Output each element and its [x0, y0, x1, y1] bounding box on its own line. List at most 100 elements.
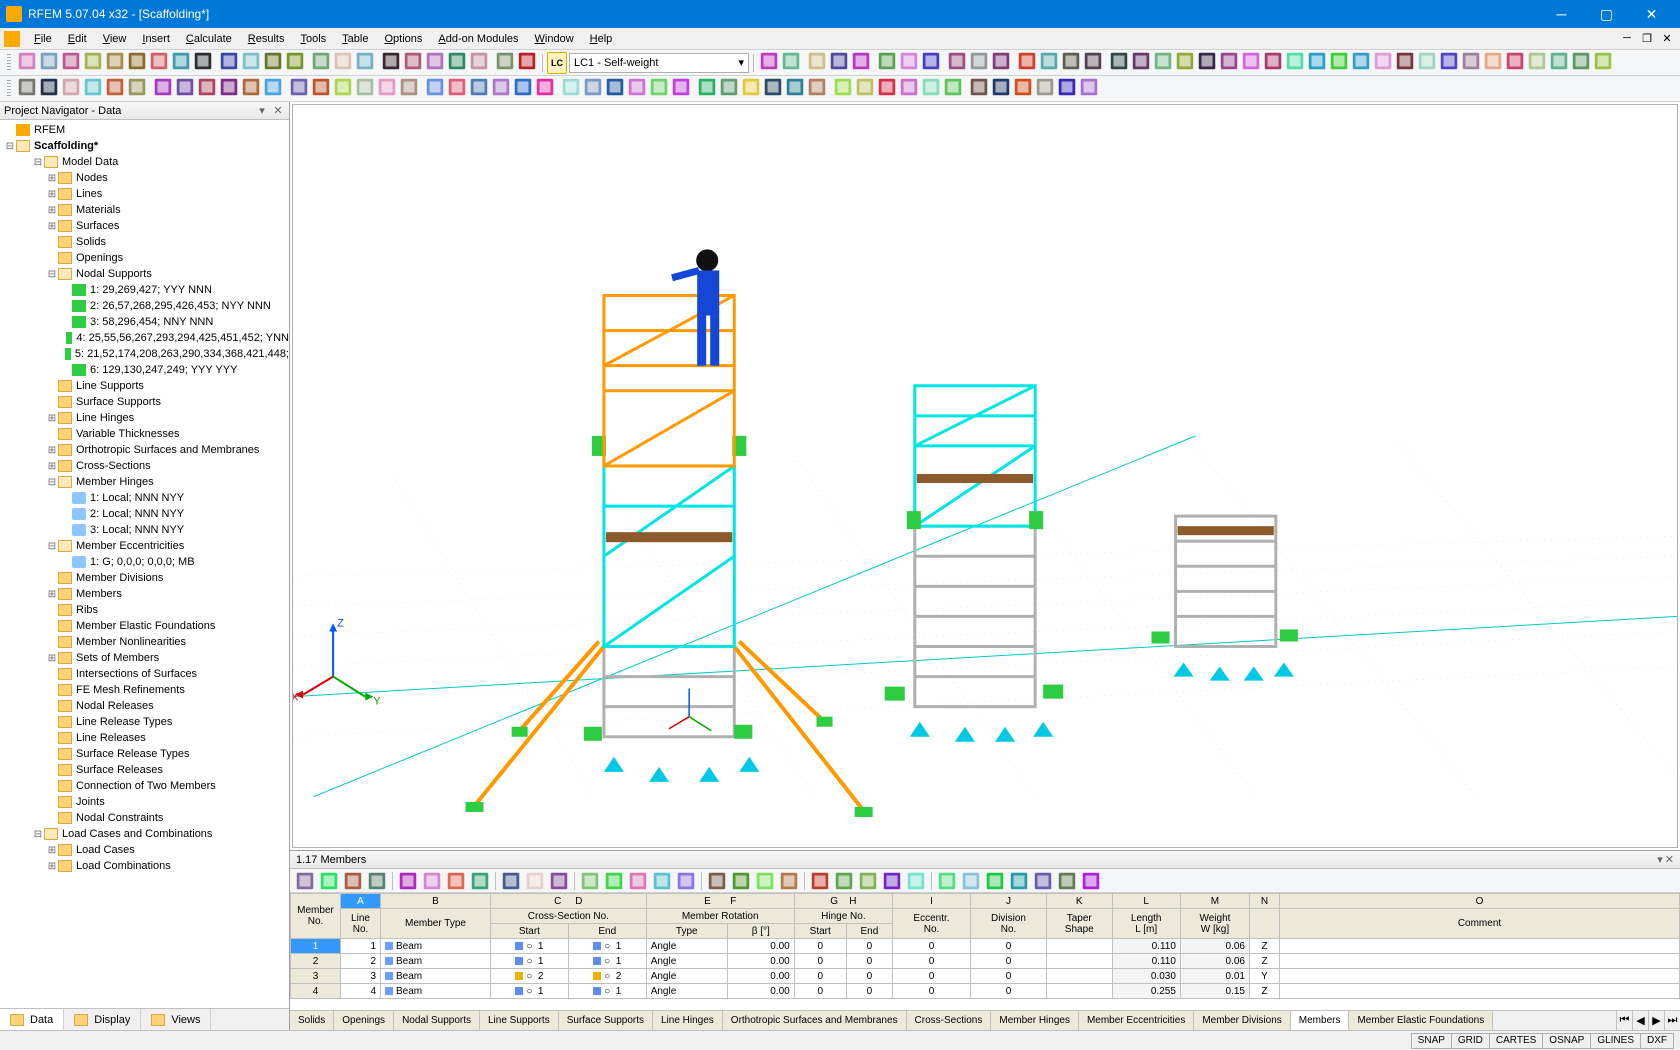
toolbar-view-icon[interactable]	[354, 50, 376, 72]
table-tab-member-elastic-foundations[interactable]: Member Elastic Foundations	[1349, 1011, 1493, 1030]
menu-file[interactable]: File	[26, 33, 60, 45]
status-osnap[interactable]: OSNAP	[1542, 1033, 1591, 1049]
toolbar-shade-icon[interactable]	[990, 50, 1012, 72]
toolbar2-btn-19[interactable]	[398, 76, 420, 98]
tree-item-member-elastic-foundations[interactable]: Member Elastic Foundations	[0, 618, 289, 634]
table-toolbar-btn-6[interactable]	[445, 870, 467, 892]
tree-item-line-hinges[interactable]: ⊞Line Hinges	[0, 410, 289, 426]
tree-item-member-divisions[interactable]: Member Divisions	[0, 570, 289, 586]
table-toolbar-btn-28[interactable]	[1008, 870, 1030, 892]
toolbar2-btn-39[interactable]	[784, 76, 806, 98]
toolbar2-btn-52[interactable]	[1034, 76, 1056, 98]
tree-item-5-21-52-174-208-263-290-334-36[interactable]: 5: 21,52,174,208,263,290,334,368,421,448…	[0, 346, 289, 362]
toolbar2-btn-53[interactable]	[1056, 76, 1078, 98]
toolbar-deform-icon[interactable]	[828, 50, 850, 72]
tree-item-lines[interactable]: ⊞Lines	[0, 186, 289, 202]
tree-item-load-cases[interactable]: ⊞Load Cases	[0, 842, 289, 858]
tree-item-ribs[interactable]: Ribs	[0, 602, 289, 618]
tree-item-member-nonlinearities[interactable]: Member Nonlinearities	[0, 634, 289, 650]
toolbar-i-icon[interactable]	[1284, 50, 1306, 72]
toolbar-prev-icon[interactable]	[758, 50, 780, 72]
tree-item-cross-sections[interactable]: ⊞Cross-Sections	[0, 458, 289, 474]
toolbar-render-icon[interactable]	[946, 50, 968, 72]
toolbar-p-icon[interactable]	[1438, 50, 1460, 72]
mdi-restore-icon[interactable]: ❐	[1638, 32, 1656, 45]
toolbar-new-icon[interactable]	[16, 50, 38, 72]
maximize-button[interactable]: ▢	[1584, 0, 1629, 28]
nav-tab-display[interactable]: Display	[64, 1009, 141, 1030]
toolbar-open-icon[interactable]	[38, 50, 60, 72]
toolbar2-btn-15[interactable]	[310, 76, 332, 98]
navigator-tree[interactable]: RFEM⊟Scaffolding*⊟Model Data⊞Nodes⊞Lines…	[0, 120, 289, 1008]
table-toolbar-btn-19[interactable]	[778, 870, 800, 892]
toolbar-copy-icon[interactable]	[170, 50, 192, 72]
tree-item-orthotropic-surfaces-and-membr[interactable]: ⊞Orthotropic Surfaces and Membranes	[0, 442, 289, 458]
toolbar-line-icon[interactable]	[402, 50, 424, 72]
toolbar-q-icon[interactable]	[1460, 50, 1482, 72]
toolbar2-btn-5[interactable]	[126, 76, 148, 98]
tree-expander[interactable]: ⊞	[46, 445, 58, 456]
table-tab-line-supports[interactable]: Line Supports	[480, 1011, 559, 1030]
toolbar-next-icon[interactable]	[780, 50, 802, 72]
table-toolbar-btn-1[interactable]	[318, 870, 340, 892]
tree-item-nodal-supports[interactable]: ⊟Nodal Supports	[0, 266, 289, 282]
status-dxf[interactable]: DXF	[1640, 1033, 1674, 1049]
toolbar2-btn-46[interactable]	[920, 76, 942, 98]
tree-item-member-hinges[interactable]: ⊟Member Hinges	[0, 474, 289, 490]
tree-item-1-29-269-427-yyy-nnn[interactable]: 1: 29,269,427; YYY NNN	[0, 282, 289, 298]
toolbar-hide-icon[interactable]	[1082, 50, 1104, 72]
close-button[interactable]: ✕	[1629, 0, 1674, 28]
toolbar-values-icon[interactable]	[898, 50, 920, 72]
menu-results[interactable]: Results	[240, 33, 293, 45]
toolbar-grip[interactable]	[7, 54, 11, 72]
toolbar-e-icon[interactable]	[1196, 50, 1218, 72]
table-toolbar-btn-22[interactable]	[857, 870, 879, 892]
tree-expander[interactable]: ⊞	[46, 589, 58, 600]
toolbar-a-icon[interactable]	[1108, 50, 1130, 72]
tree-item-openings[interactable]: Openings	[0, 250, 289, 266]
table-tab-orthotropic-surfaces-and-membranes[interactable]: Orthotropic Surfaces and Membranes	[723, 1011, 907, 1030]
tree-item-members[interactable]: ⊞Members	[0, 586, 289, 602]
tree-item-4-25-55-56-267-293-294-425-451[interactable]: 4: 25,55,56,267,293,294,425,451,452; YNN	[0, 330, 289, 346]
tree-item-surface-supports[interactable]: Surface Supports	[0, 394, 289, 410]
tree-item-2-26-57-268-295-426-453-nyy-nn[interactable]: 2: 26,57,268,295,426,453; NYY NNN	[0, 298, 289, 314]
tree-item-model-data[interactable]: ⊟Model Data	[0, 154, 289, 170]
table-tab-line-hinges[interactable]: Line Hinges	[653, 1011, 723, 1030]
table-toolbar-btn-2[interactable]	[342, 870, 364, 892]
toolbar2-btn-3[interactable]	[82, 76, 104, 98]
table-toolbar-btn-14[interactable]	[651, 870, 673, 892]
table-tab-members[interactable]: Members	[1291, 1011, 1350, 1030]
tree-item-nodal-constraints[interactable]: Nodal Constraints	[0, 810, 289, 826]
table-toolbar-btn-15[interactable]	[675, 870, 697, 892]
menu-add-on-modules[interactable]: Add-on Modules	[430, 33, 526, 45]
tree-expander[interactable]: ⊞	[46, 653, 58, 664]
table-toolbar-btn-8[interactable]	[500, 870, 522, 892]
tree-project[interactable]: ⊟Scaffolding*	[0, 138, 289, 154]
tree-item-1-g-0-0-0-0-0-0-mb[interactable]: 1: G; 0,0,0; 0,0,0; MB	[0, 554, 289, 570]
tree-expander[interactable]: ⊟	[4, 141, 16, 152]
table-tab-member-divisions[interactable]: Member Divisions	[1194, 1011, 1290, 1030]
tree-item-materials[interactable]: ⊞Materials	[0, 202, 289, 218]
toolbar2-btn-8[interactable]	[174, 76, 196, 98]
toolbar-s-icon[interactable]	[1504, 50, 1526, 72]
mdi-close-icon[interactable]: ✕	[1658, 32, 1676, 45]
toolbar-section-icon[interactable]	[494, 50, 516, 72]
toolbar-r-icon[interactable]	[1482, 50, 1504, 72]
toolbar-diagram-icon[interactable]	[876, 50, 898, 72]
table-toolbar-btn-5[interactable]	[421, 870, 443, 892]
tree-item-solids[interactable]: Solids	[0, 234, 289, 250]
table-toolbar-btn-20[interactable]	[809, 870, 831, 892]
tree-item-load-combinations[interactable]: ⊞Load Combinations	[0, 858, 289, 874]
toolbar-stress-icon[interactable]	[850, 50, 872, 72]
toolbar2-btn-49[interactable]	[968, 76, 990, 98]
table-tab-nav[interactable]: ⏭	[1664, 1011, 1680, 1030]
tree-item-line-supports[interactable]: Line Supports	[0, 378, 289, 394]
toolbar2-btn-7[interactable]	[152, 76, 174, 98]
tree-expander[interactable]: ⊟	[46, 541, 58, 552]
table-toolbar-btn-10[interactable]	[548, 870, 570, 892]
toolbar-m-icon[interactable]	[1372, 50, 1394, 72]
tree-item-fe-mesh-refinements[interactable]: FE Mesh Refinements	[0, 682, 289, 698]
toolbar2-btn-33[interactable]	[670, 76, 692, 98]
status-glines[interactable]: GLINES	[1590, 1033, 1641, 1049]
toolbar-v-icon[interactable]	[1570, 50, 1592, 72]
